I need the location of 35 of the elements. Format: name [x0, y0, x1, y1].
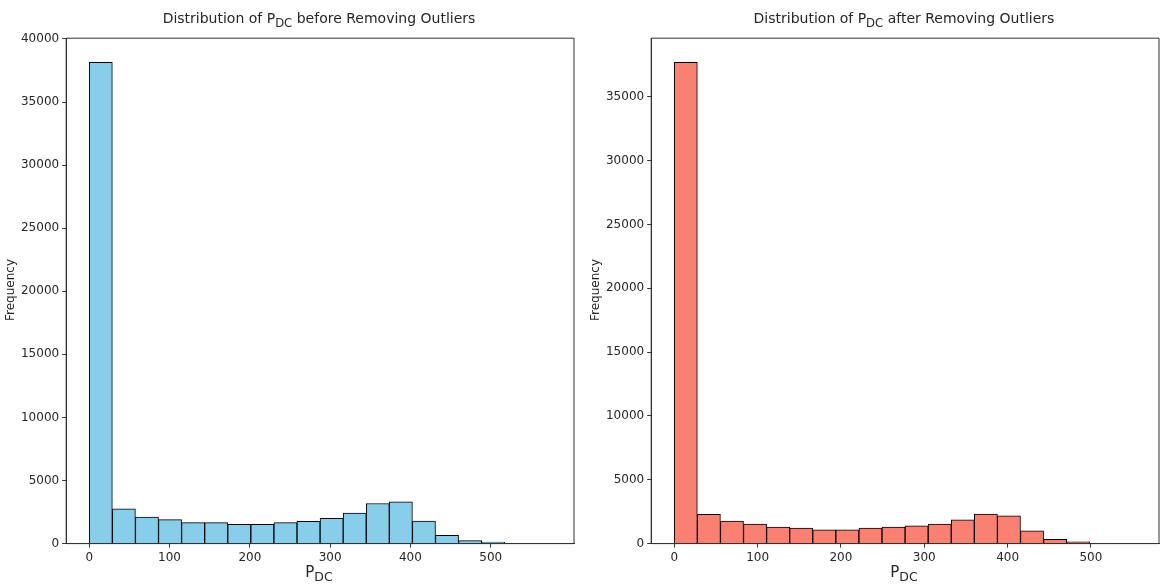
x-tick-label: 500	[1079, 549, 1103, 564]
x-axis-title: P$_{DC}$	[889, 563, 919, 584]
y-tick-label: 35000	[605, 88, 645, 103]
x-tick-label: 500	[479, 549, 503, 564]
y-axis-title: Frequency	[3, 259, 17, 321]
chart-title: Distribution of P$_{DC}$ before Removing Outliers	[161, 10, 477, 30]
y-tick-label: 15000	[20, 346, 60, 361]
y-tick-label: 10000	[605, 408, 645, 423]
y-tick-label: 20000	[20, 283, 60, 298]
y-tick-label: 25000	[605, 216, 645, 231]
y-tick-label: 5000	[28, 472, 60, 487]
y-tick-label: 35000	[20, 94, 60, 109]
chart-title: Distribution of P$_{DC}$ after Removing Outliers	[752, 10, 1056, 30]
x-tick-label: 400	[996, 549, 1020, 564]
x-tick-label: 100	[746, 549, 770, 564]
y-tick-label: 0	[636, 535, 645, 550]
y-tick-label: 30000	[20, 157, 60, 172]
x-tick-label: 200	[238, 549, 262, 564]
y-tick-label: 0	[51, 535, 60, 550]
y-tick-label: 10000	[20, 409, 60, 424]
x-tick-label: 300	[912, 549, 936, 564]
y-tick-label: 30000	[605, 152, 645, 167]
x-tick-label: 200	[829, 549, 853, 564]
y-tick-label: 40000	[20, 31, 60, 46]
y-axis-title: Frequency	[588, 259, 602, 321]
y-tick-label: 15000	[605, 344, 645, 359]
x-tick-label: 0	[670, 549, 679, 564]
x-tick-label: 300	[318, 549, 342, 564]
x-tick-label: 100	[158, 549, 181, 564]
y-tick-label: 25000	[20, 220, 60, 235]
y-tick-label: 20000	[605, 280, 645, 295]
y-tick-label: 5000	[613, 471, 645, 486]
x-tick-label: 0	[85, 549, 94, 564]
x-tick-label: 400	[398, 549, 422, 564]
x-axis-title: P$_{DC}$	[304, 563, 334, 584]
